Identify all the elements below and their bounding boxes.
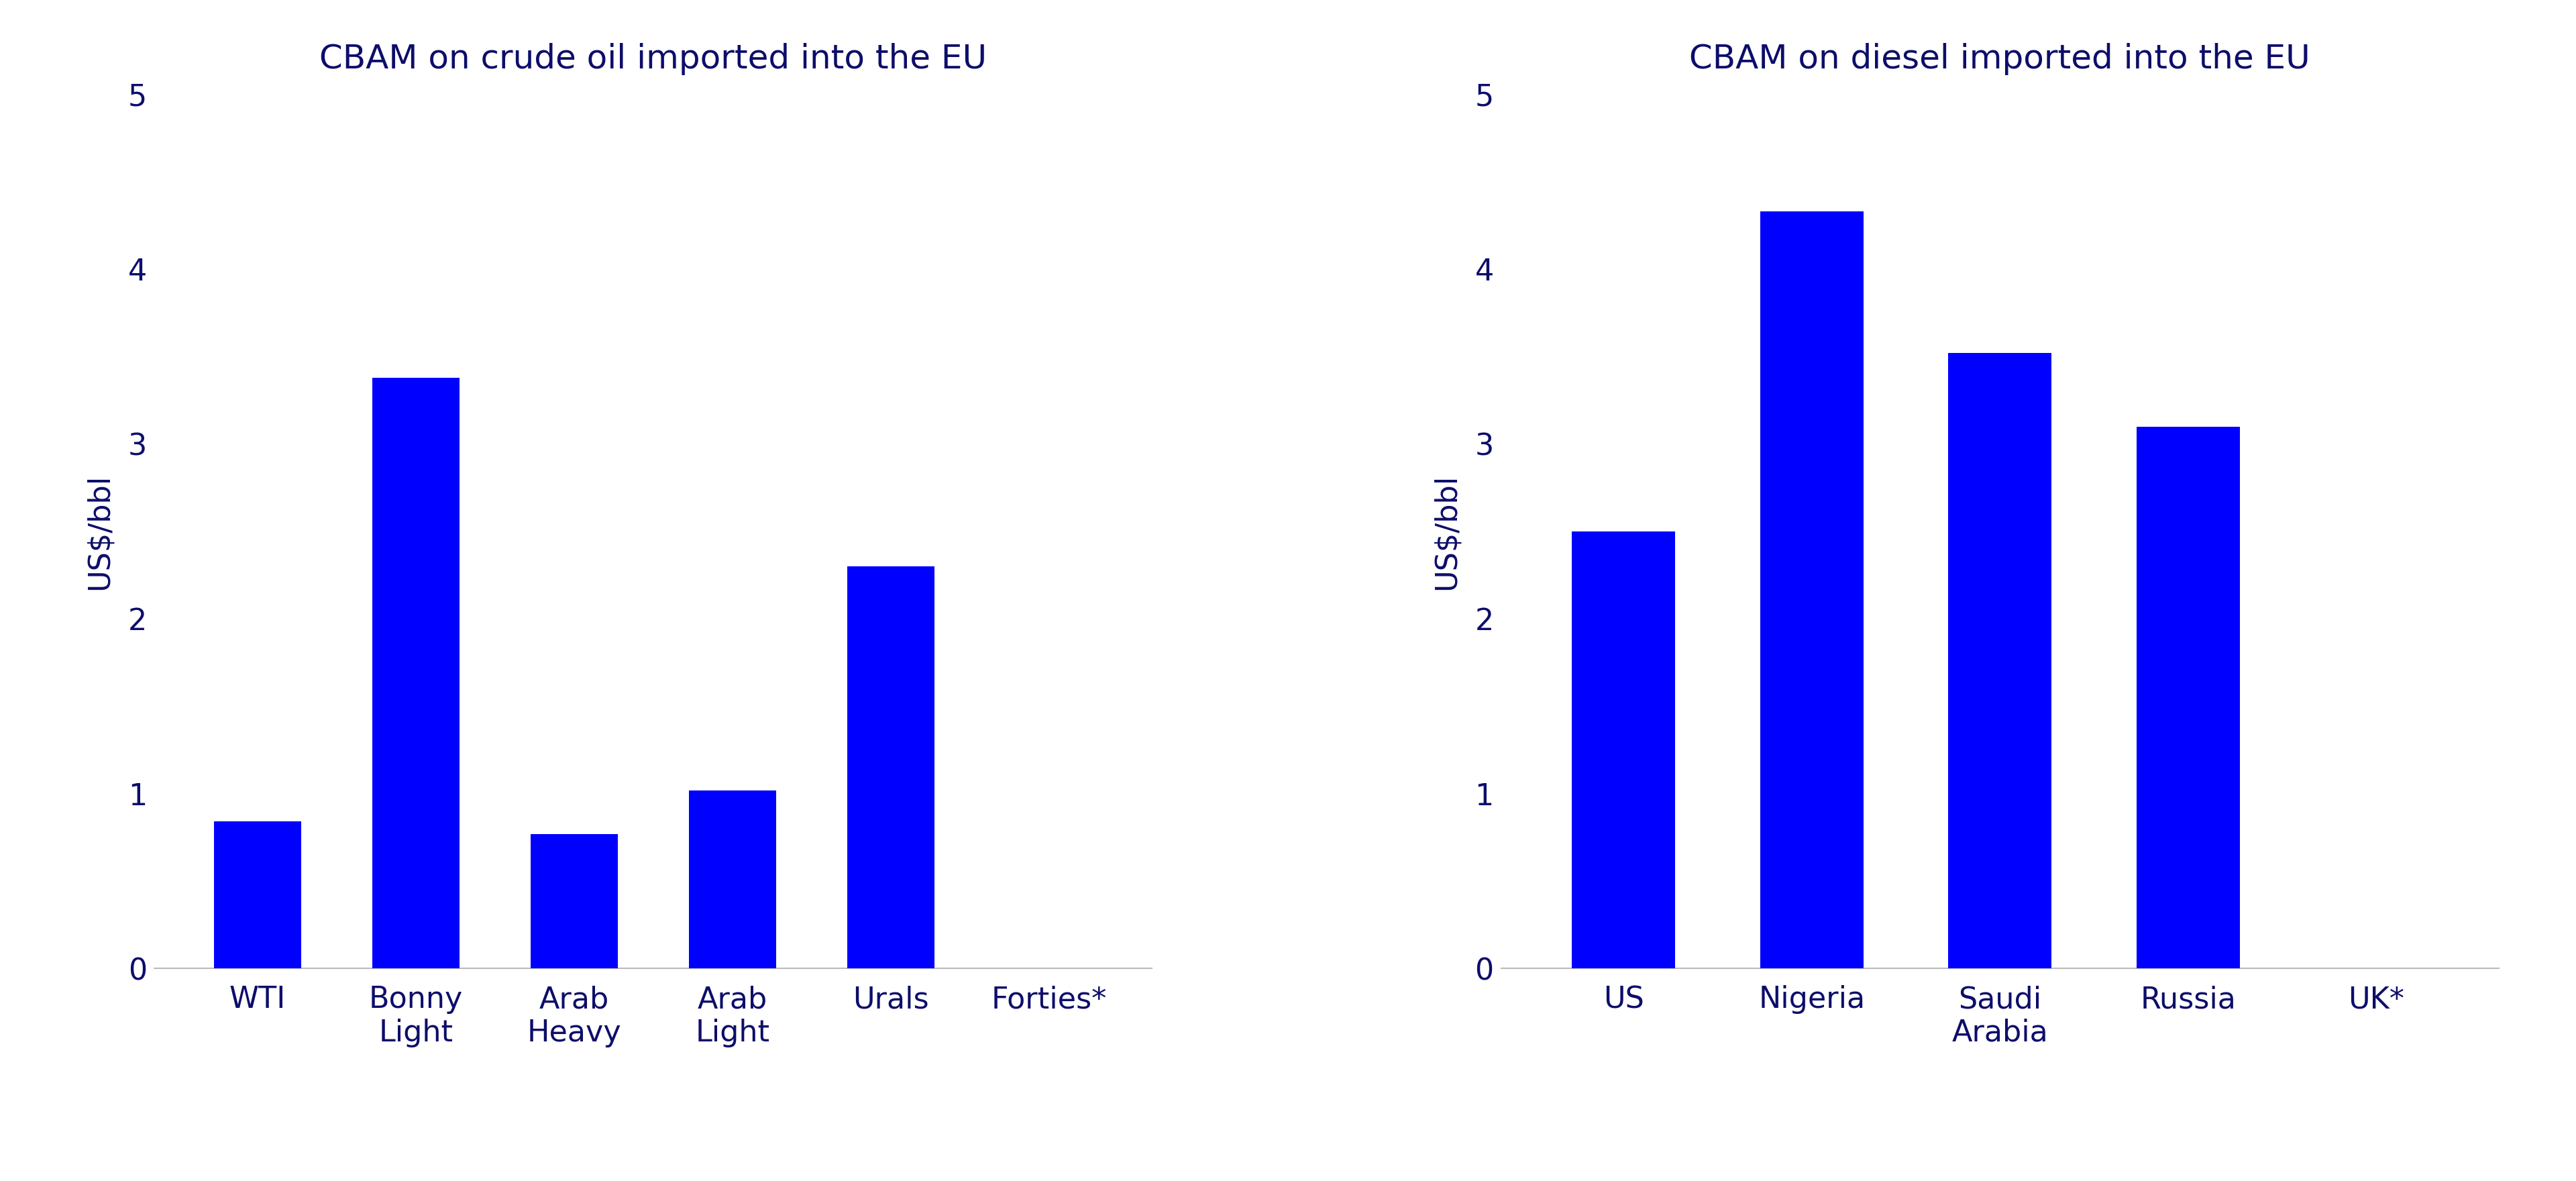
Title: CBAM on crude oil imported into the EU: CBAM on crude oil imported into the EU [319, 43, 987, 76]
Bar [1571, 531, 1674, 968]
Y-axis label: US$/bbl: US$/bbl [1432, 474, 1461, 589]
Bar [531, 834, 618, 968]
Bar [688, 790, 775, 968]
Bar [1947, 353, 2050, 968]
Title: CBAM on diesel imported into the EU: CBAM on diesel imported into the EU [1690, 43, 2311, 76]
Bar [374, 378, 459, 968]
Bar [1759, 211, 1862, 968]
Bar [2136, 426, 2241, 968]
Bar [214, 822, 301, 968]
Y-axis label: US$/bbl: US$/bbl [85, 474, 113, 589]
Bar [848, 567, 935, 968]
